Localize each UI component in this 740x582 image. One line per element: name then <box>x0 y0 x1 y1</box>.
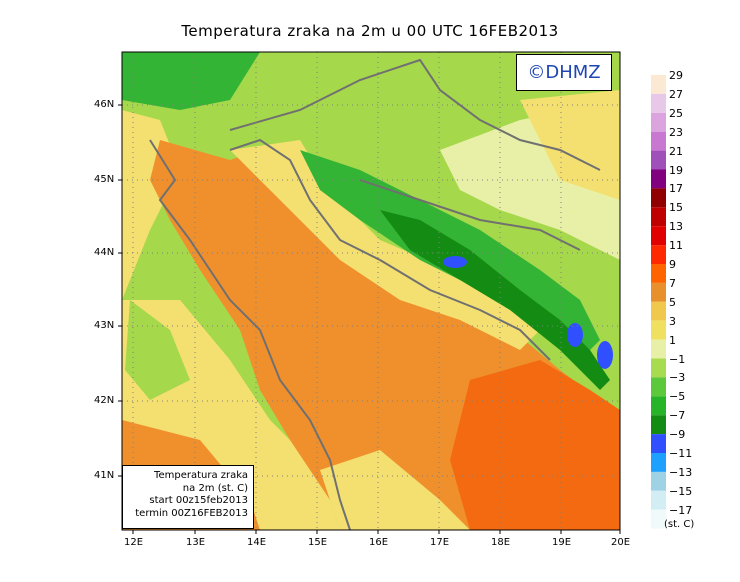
legend-swatch <box>651 471 666 491</box>
legend-color-bar <box>651 75 666 529</box>
info-line-valid: termin 00Z16FEB2013 <box>135 507 248 519</box>
legend-swatch <box>651 112 666 132</box>
info-box: Temperatura zraka na 2m (st. C) start 00… <box>122 465 254 529</box>
legend-label: −15 <box>669 484 693 498</box>
lon-label-20e: 20E <box>611 537 631 548</box>
italy-coastline <box>149 139 351 530</box>
legend-swatch <box>651 207 666 227</box>
legend-label: −5 <box>669 390 686 404</box>
legend-label: 7 <box>669 276 676 290</box>
bosnia-border <box>359 179 581 251</box>
legend-label: 11 <box>669 239 683 253</box>
legend-swatch <box>651 509 666 529</box>
lat-label-46n: 46N <box>94 99 115 110</box>
legend-swatch <box>651 282 666 302</box>
legend-label: 27 <box>669 87 683 101</box>
legend-swatch <box>651 377 666 397</box>
lon-label-19e: 19E <box>552 537 572 548</box>
lat-label-41n: 41N <box>94 470 115 481</box>
map-title: Temperatura zraka na 2m u 00 UTC 16FEB20… <box>181 22 559 40</box>
legend-swatch <box>651 434 666 453</box>
info-line-start: start 00z15feb2013 <box>149 495 248 506</box>
legend-label: 23 <box>669 125 683 139</box>
legend-swatch <box>651 415 666 435</box>
lat-label-42n: 42N <box>94 395 115 406</box>
legend-label: 9 <box>669 258 676 271</box>
legend-label: −13 <box>669 465 693 479</box>
northeast-warm <box>520 90 620 200</box>
lon-label-14e: 14E <box>247 537 267 548</box>
legend-swatch <box>651 226 666 246</box>
lon-label-13e: 13E <box>186 537 206 548</box>
legend-label: 15 <box>669 201 683 215</box>
legend-label: −3 <box>669 371 686 385</box>
lat-label-43n: 43N <box>94 320 115 331</box>
apulia-coast <box>320 450 470 530</box>
dalmatian-coast-belt <box>230 140 540 350</box>
legend-swatch <box>651 490 666 510</box>
cold-spot-b <box>567 323 583 347</box>
legend-swatch <box>651 320 666 340</box>
lon-label-16e: 16E <box>369 537 389 548</box>
legend-swatch <box>651 245 666 264</box>
legend-label: −9 <box>669 428 686 442</box>
lon-label-15e: 15E <box>308 537 328 548</box>
legend-label: 25 <box>669 106 683 120</box>
legend-label: −7 <box>669 409 686 423</box>
legend-label: 17 <box>669 182 683 196</box>
legend-swatch <box>651 150 666 170</box>
dinaric-cold-core <box>380 210 610 390</box>
legend-label: −17 <box>669 503 693 517</box>
legend-label: −1 <box>669 352 686 366</box>
legend-label: 1 <box>669 333 676 347</box>
legend-swatch <box>651 75 666 94</box>
map-frame <box>121 51 621 531</box>
legend-swatch <box>651 93 666 113</box>
alps <box>122 52 260 110</box>
legend-swatch <box>651 339 666 359</box>
legend-label: 13 <box>669 220 683 234</box>
legend-swatch <box>651 169 666 189</box>
legend-label: 29 <box>669 69 683 82</box>
lon-label-18e: 18E <box>491 537 511 548</box>
legend-swatch <box>651 131 666 151</box>
croatia-coastline <box>229 138 551 361</box>
ionian-warm-sea <box>450 360 620 530</box>
legend-label: −11 <box>669 447 693 460</box>
legend-swatch <box>651 358 666 378</box>
lon-label-12e: 12E <box>124 537 144 548</box>
legend-unit: (st. C) <box>664 519 695 530</box>
northern-border <box>229 58 601 171</box>
lat-label-44n: 44N <box>94 247 115 258</box>
legend-swatch <box>651 264 666 283</box>
info-line-unit: na 2m (st. C) <box>182 482 248 494</box>
legend-label: 21 <box>669 144 683 158</box>
cold-spot-a <box>443 256 467 268</box>
legend-label: 3 <box>669 314 676 328</box>
legend-label: 5 <box>669 295 676 309</box>
grid-lines <box>122 52 620 530</box>
apennine-cool <box>125 300 190 400</box>
dhmz-logo: ©DHMZ <box>516 54 612 91</box>
info-line-variable: Temperatura zraka <box>154 470 248 481</box>
legend-label: 19 <box>669 163 683 177</box>
cold-spot-c <box>597 341 613 369</box>
temperature-field <box>122 52 620 530</box>
lon-label-17e: 17E <box>430 537 450 548</box>
legend-swatch <box>651 396 666 416</box>
legend-swatch <box>651 301 666 321</box>
legend-swatch <box>651 188 666 208</box>
axis-ticks <box>118 104 621 534</box>
lat-label-45n: 45N <box>94 174 115 185</box>
legend-swatch <box>651 453 666 472</box>
